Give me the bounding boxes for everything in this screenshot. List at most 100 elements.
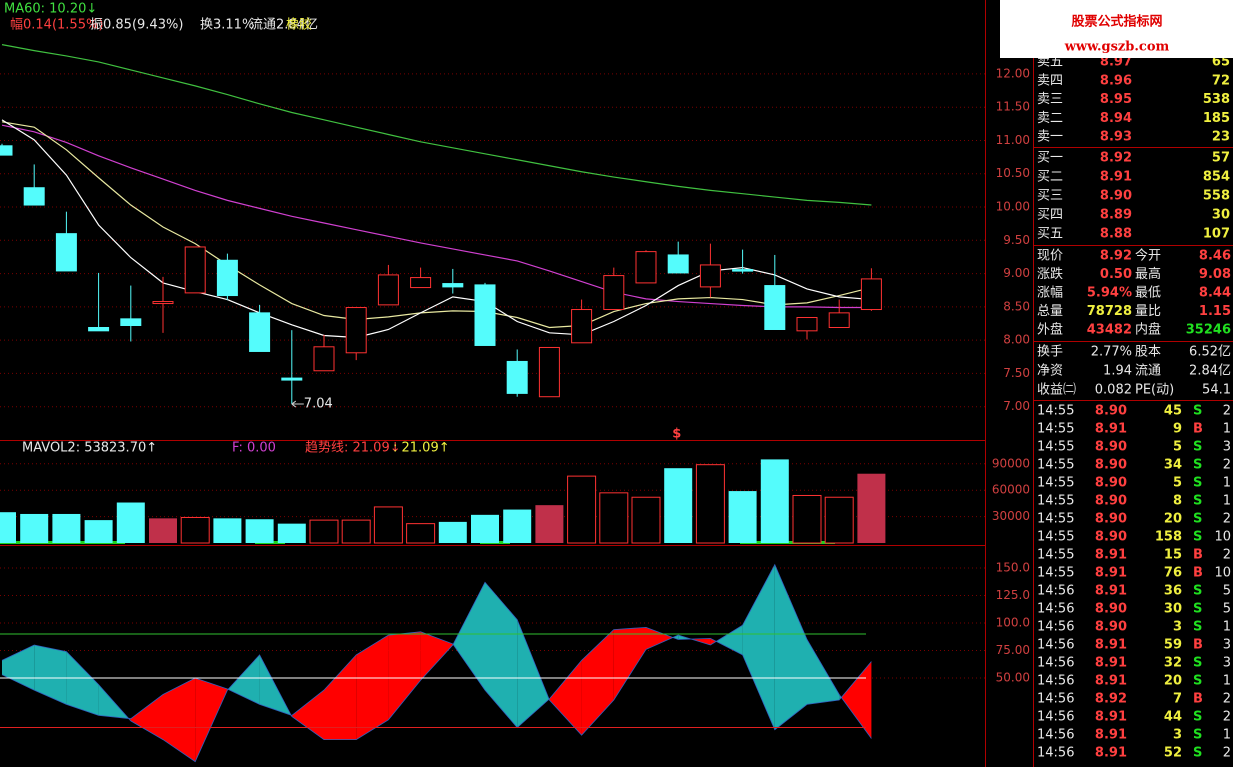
tick-volume: 15	[1164, 548, 1182, 563]
volume-bar	[567, 475, 597, 544]
tick-price: 8.90	[1095, 512, 1127, 527]
tick-count: 5	[1223, 584, 1231, 599]
quote-label: PE(动)	[1135, 383, 1174, 398]
book-label: 卖四	[1037, 73, 1063, 88]
ma-line	[1, 119, 872, 339]
tick-count: 3	[1223, 638, 1231, 653]
tick-volume: 20	[1164, 674, 1182, 689]
ribbon-fill	[807, 639, 840, 705]
tick-price: 8.91	[1095, 548, 1127, 563]
candle-body	[474, 284, 496, 346]
tick-time: 14:55	[1037, 494, 1074, 509]
quote-value: 8.44	[1199, 286, 1231, 301]
y-tick-label: 75.00	[996, 643, 1030, 657]
y-tick-label: 150.0	[996, 561, 1030, 575]
tick-side: B	[1193, 422, 1203, 437]
volume-bar	[792, 494, 822, 544]
tick-side: S	[1193, 494, 1202, 509]
tick-side: B	[1193, 638, 1203, 653]
candle-body	[538, 346, 560, 398]
tick-time: 14:55	[1037, 422, 1074, 437]
volume-bar	[857, 473, 886, 543]
tick-count: 2	[1223, 746, 1231, 761]
ma60-label: MA60: 10.20↓	[4, 2, 97, 17]
book-price: 8.88	[1100, 227, 1132, 242]
volume-bar	[277, 523, 306, 543]
quote-value: 43482	[1087, 323, 1132, 338]
tick-volume: 32	[1164, 656, 1182, 671]
tick-volume: 59	[1164, 638, 1182, 653]
quote-value: 6.52亿	[1189, 345, 1231, 360]
tick-time: 14:56	[1037, 746, 1074, 761]
volume-bar	[406, 523, 436, 544]
quote-value: 1.94	[1103, 364, 1132, 379]
tick-time: 14:56	[1037, 710, 1074, 725]
tick-price: 8.91	[1095, 656, 1127, 671]
volume-bar	[631, 496, 661, 544]
tick-side: S	[1193, 584, 1202, 599]
book-volume: 185	[1203, 111, 1230, 126]
tick-count: 10	[1214, 566, 1231, 581]
tick-price: 8.91	[1095, 566, 1127, 581]
quote-label: 今开	[1135, 248, 1161, 264]
tick-time: 14:56	[1037, 638, 1074, 653]
book-volume: 23	[1212, 130, 1230, 145]
book-label: 卖三	[1037, 92, 1063, 107]
candle-body	[699, 264, 721, 288]
y-tick-label: 10.50	[996, 166, 1030, 180]
quote-label: 总量	[1037, 304, 1063, 319]
y-tick-label: 9.00	[1003, 266, 1030, 280]
ribbon-fill	[453, 582, 485, 691]
quote-value: 0.50	[1100, 267, 1132, 282]
book-volume: 57	[1212, 151, 1230, 166]
quote-label: 现价	[1037, 249, 1063, 264]
candle-body	[249, 312, 271, 352]
tick-volume: 76	[1164, 566, 1182, 581]
book-volume: 65	[1212, 55, 1230, 70]
tick-count: 2	[1223, 404, 1231, 419]
book-price: 8.96	[1100, 73, 1132, 88]
volume-bar	[341, 519, 371, 544]
candle-body	[764, 285, 786, 330]
ribbon-fill	[2, 645, 35, 691]
ribbon-fill	[356, 635, 389, 740]
y-tick-label: 7.00	[1003, 399, 1030, 413]
book-price: 8.93	[1100, 130, 1132, 145]
book-label: 买五	[1037, 227, 1063, 242]
tick-count: 1	[1223, 674, 1231, 689]
tick-price: 8.90	[1095, 620, 1127, 635]
legend: MAVOL2: 53823.70↑	[22, 441, 157, 456]
tick-side: S	[1193, 710, 1202, 725]
tick-volume: 7	[1173, 692, 1182, 707]
tick-side: B	[1193, 548, 1203, 563]
candle-body	[635, 251, 657, 284]
tick-count: 1	[1223, 422, 1231, 437]
ribbon-fill	[163, 678, 196, 762]
quote-value: 2.84亿	[1189, 364, 1231, 379]
candle-body	[860, 278, 882, 311]
tick-volume: 44	[1164, 710, 1182, 725]
volume-bar	[52, 513, 81, 543]
tick-side: S	[1193, 404, 1202, 419]
candle-body	[152, 301, 174, 305]
quote-label: 涨幅	[1037, 286, 1063, 301]
volume-bar	[824, 496, 854, 544]
volume-bar	[760, 459, 789, 543]
tick-side: S	[1193, 602, 1202, 617]
tick-price: 8.92	[1095, 692, 1127, 707]
tick-volume: 8	[1173, 494, 1182, 509]
tick-time: 14:55	[1037, 548, 1074, 563]
tick-time: 14:56	[1037, 674, 1074, 689]
tick-time: 14:55	[1037, 476, 1074, 491]
volume-bar	[84, 520, 113, 543]
volume-bar	[373, 506, 403, 544]
tick-count: 1	[1223, 620, 1231, 635]
volume-bar	[149, 518, 177, 543]
tick-count: 2	[1223, 710, 1231, 725]
tick-price: 8.91	[1095, 422, 1127, 437]
watermark-title: 股票公式指标网	[1071, 14, 1162, 30]
tick-count: 2	[1223, 512, 1231, 527]
candle-body	[23, 187, 45, 206]
tick-count: 10	[1214, 530, 1231, 545]
